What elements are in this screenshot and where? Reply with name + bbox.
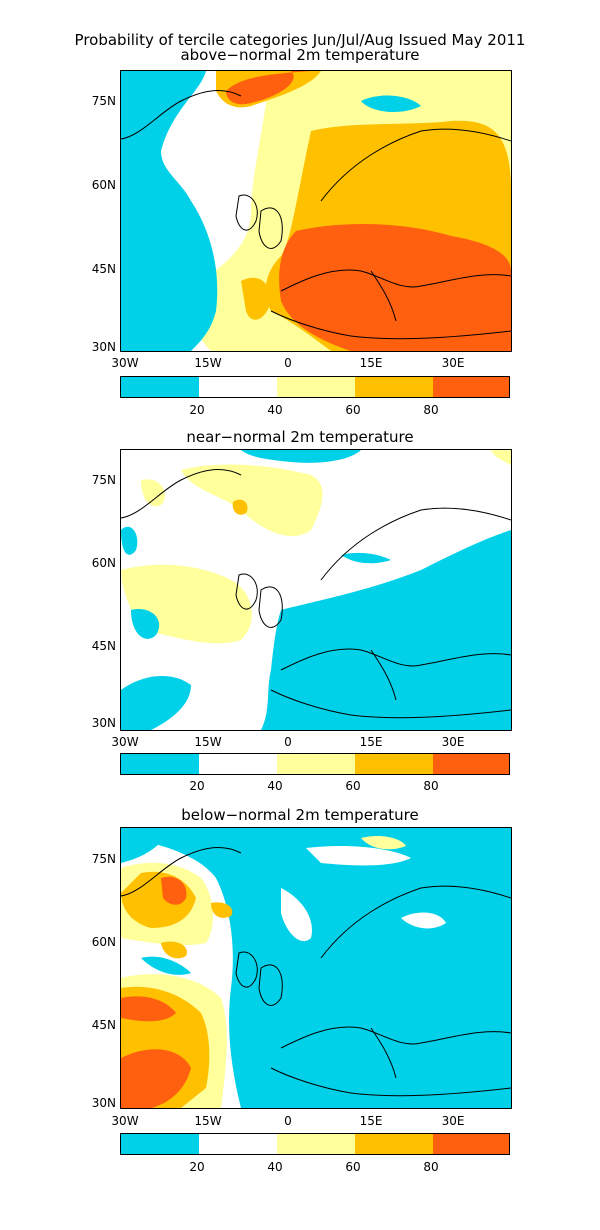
lon-label-30e: 30E [441, 735, 465, 749]
map-above-normal-fields [121, 71, 511, 351]
lat-label-45n: 45N [91, 262, 116, 276]
lat-label-60n: 60N [91, 556, 116, 570]
lon-label-30e: 30E [441, 1114, 465, 1128]
colorbar-tick-60: 60 [345, 779, 361, 793]
map-near-normal-fields [121, 450, 511, 730]
colorbar-tick-20: 20 [189, 779, 205, 793]
lon-label-0: 0 [284, 1114, 292, 1128]
map-below-normal [120, 827, 512, 1109]
colorbar-tick-40: 40 [267, 1160, 283, 1174]
lon-label-30e: 30E [441, 356, 465, 370]
lon-label-15e: 15E [359, 735, 383, 749]
colorbar-tick-20: 20 [189, 1160, 205, 1174]
colorbar-tick-40: 40 [267, 779, 283, 793]
lon-label-30w: 30W [111, 735, 139, 749]
colorbar-tick-60: 60 [345, 403, 361, 417]
lon-label-15w: 15W [194, 1114, 222, 1128]
lat-label-30n: 30N [91, 716, 116, 730]
lat-label-75n: 75N [91, 852, 116, 866]
lat-label-75n: 75N [91, 94, 116, 108]
colorbar-tick-40: 40 [267, 403, 283, 417]
lon-label-15w: 15W [194, 735, 222, 749]
main-title: Probability of tercile categories Jun/Ju… [74, 31, 526, 49]
lat-label-30n: 30N [91, 1096, 116, 1110]
lon-label-0: 0 [284, 735, 292, 749]
map-near-normal [120, 449, 512, 731]
colorbar-tick-80: 80 [423, 779, 439, 793]
colorbar-tick-80: 80 [423, 1160, 439, 1174]
colorbar-near [120, 753, 510, 775]
colorbar-above [120, 376, 510, 398]
lat-label-60n: 60N [91, 178, 116, 192]
lon-label-30w: 30W [111, 1114, 139, 1128]
colorbar-tick-80: 80 [423, 403, 439, 417]
lon-label-0: 0 [284, 356, 292, 370]
colorbar-below [120, 1133, 510, 1155]
panel-title-near: near−normal 2m temperature [186, 428, 414, 446]
lon-label-30w: 30W [111, 356, 139, 370]
panel-title-above: above−normal 2m temperature [180, 46, 420, 64]
lon-label-15e: 15E [359, 1114, 383, 1128]
lat-label-60n: 60N [91, 935, 116, 949]
map-above-normal [120, 70, 512, 352]
lat-label-45n: 45N [91, 639, 116, 653]
map-below-normal-fields [121, 828, 511, 1108]
lat-label-75n: 75N [91, 473, 116, 487]
colorbar-tick-20: 20 [189, 403, 205, 417]
lon-label-15e: 15E [359, 356, 383, 370]
lat-label-30n: 30N [91, 340, 116, 354]
panel-title-below: below−normal 2m temperature [181, 806, 419, 824]
lat-label-45n: 45N [91, 1018, 116, 1032]
colorbar-tick-60: 60 [345, 1160, 361, 1174]
lon-label-15w: 15W [194, 356, 222, 370]
